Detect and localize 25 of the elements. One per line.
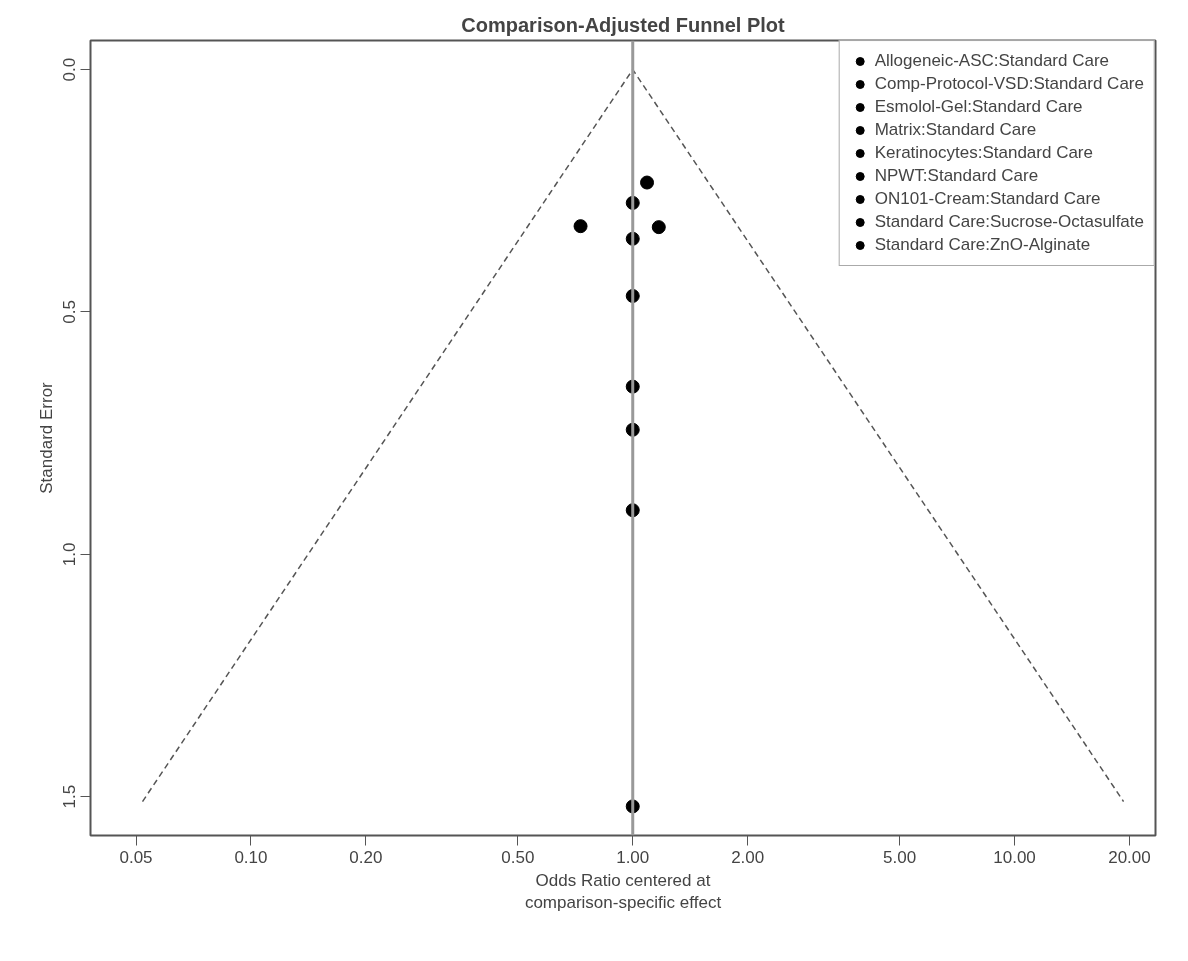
- x-tick-label: 0.10: [234, 847, 268, 867]
- x-tick-label: 20.00: [1108, 847, 1151, 867]
- y-tick-label: 0.0: [60, 57, 80, 82]
- x-tick-label: 2.00: [731, 847, 765, 867]
- legend-label: Comp-Protocol-VSD:Standard Care: [874, 74, 1144, 94]
- legend-label: Standard Care:ZnO-Alginate: [874, 235, 1091, 255]
- y-axis-title: Standard Error: [36, 381, 56, 494]
- legend-label: ON101-Cream:Standard Care: [874, 189, 1101, 209]
- x-tick-label: 0.50: [501, 847, 535, 867]
- x-tick-label: 5.00: [883, 847, 917, 867]
- x-axis-title: Odds Ratio centered at comparison-specific effect: [524, 870, 722, 913]
- chart-title: Comparison-Adjusted Funnel Plot: [461, 13, 785, 36]
- x-tick-label: 1.00: [616, 847, 650, 867]
- x-tick-label: 0.20: [349, 847, 383, 867]
- y-tick-label: 0.5: [60, 300, 80, 324]
- legend-label: Standard Care:Sucrose-Octasulfate: [874, 212, 1144, 232]
- legend-label: Matrix:Standard Care: [874, 120, 1037, 140]
- y-tick-label: 1.0: [60, 542, 80, 567]
- x-tick-label: 0.05: [119, 847, 153, 867]
- y-tick-label: 1.5: [60, 784, 80, 809]
- legend-label: NPWT:Standard Care: [874, 166, 1039, 186]
- legend-label: Esmolol-Gel:Standard Care: [874, 97, 1083, 117]
- x-tick-label: 10.00: [993, 847, 1036, 867]
- legend-label: Keratinocytes:Standard Care: [874, 143, 1093, 163]
- legend-label: Allogeneic-ASC:Standard Care: [874, 51, 1110, 71]
